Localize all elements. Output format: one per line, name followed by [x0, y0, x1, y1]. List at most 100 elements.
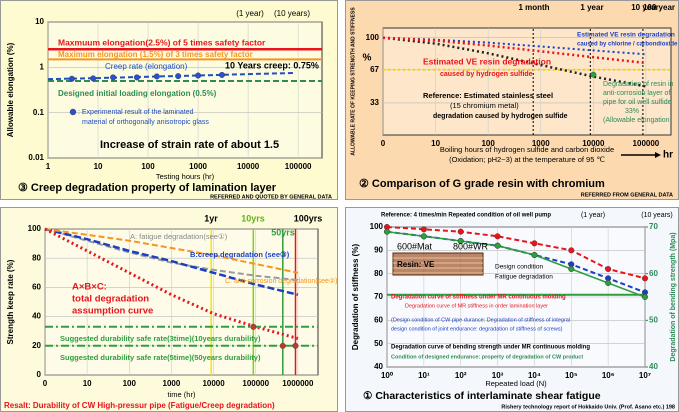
annotation: 1 year: [580, 3, 603, 12]
y-tick-label: 20: [32, 341, 41, 350]
x-tick-label: 0: [381, 139, 386, 148]
y-tick-label: 100: [370, 222, 384, 231]
data-point: [110, 75, 116, 81]
annotation: Suggested durability safe rate(3time)(10…: [60, 334, 261, 343]
data-point: [280, 343, 286, 349]
y-axis-unit: %: [363, 53, 372, 64]
data-point: [495, 243, 501, 249]
annotation: 10 Years creep: 0.75%: [225, 60, 319, 70]
x-axis-unit: hr: [663, 150, 673, 161]
x-tick-label: 100000: [242, 379, 269, 388]
annotation: degradation caused by hydrogen sulfide: [433, 113, 568, 120]
chart-title: ② Comparison of G grade resin with chrom…: [359, 178, 605, 190]
data-point: [605, 280, 611, 286]
annotation: caused by hydrogen sulfide: [440, 71, 533, 78]
data-point: [495, 234, 501, 240]
x-tick-label: 10⁷: [639, 371, 651, 380]
annotation: design condition of joint endurance: deg…: [391, 326, 563, 332]
x-tick-label: 1: [46, 162, 51, 171]
data-point: [293, 343, 299, 349]
annotation: Degradation curve of stiffness under MR …: [391, 295, 566, 301]
y2-tick-label: 60: [649, 269, 658, 278]
x-tick-label: 1000000: [282, 379, 314, 388]
annotation: material of orthogonally anisotropic gla…: [82, 119, 209, 126]
y-tick-label: 0.01: [28, 153, 44, 162]
annotation: assumption curve: [72, 306, 153, 317]
y-tick-label: 90: [374, 245, 383, 254]
annotation: Maxmuum elongation(2.5%) of 5 times safe…: [58, 37, 266, 47]
data-point: [251, 324, 257, 330]
x-axis-label: Repeated load (N): [485, 379, 547, 388]
y-tick-label: 80: [32, 253, 41, 262]
annotation: caused by chlorine / carbondioxide: [577, 42, 678, 48]
x-tick-label: 10: [94, 162, 103, 171]
annotation: (Design condition of CW pipe durance: De…: [391, 317, 570, 323]
annotation: 1yr: [204, 213, 218, 223]
annotation: A: fatigue degradation(see①): [130, 232, 228, 241]
annotation: Estimated VE resin degradation: [423, 56, 551, 66]
footer: Rishery technology report of Hokkaido Un…: [501, 404, 675, 410]
data-point: [421, 234, 427, 240]
data-point: [642, 294, 648, 300]
x-tick-label: 10: [83, 379, 92, 388]
annotation: Degradation curve of bending strength un…: [391, 345, 590, 351]
annotation: Degradation curve of MR stiffness in ord…: [405, 303, 548, 309]
x-axis-label: Testing hours (hr): [156, 172, 215, 181]
chart-collage: 1010.10.01110100100010000100000(1 year)(…: [0, 0, 679, 412]
y-tick-label: 0.1: [33, 108, 45, 117]
annotation: C: anti-corrosion degradation(see②): [225, 277, 338, 285]
annotation: Maximum elongation (1.5%) of 3 times saf…: [58, 50, 253, 59]
annotation: 100 year: [643, 3, 675, 12]
data-point: [642, 276, 648, 282]
annotation: Reference: Estimated stainless steel: [423, 91, 553, 100]
data-point: [134, 75, 140, 81]
footer: Resalt: Durability of CW High-pressur pi…: [4, 401, 275, 410]
y-tick-label: 100: [28, 224, 42, 233]
annotation: 600#Mat: [397, 241, 433, 251]
annotation: Degradation of resin in: [603, 81, 674, 88]
source-note: REFERRED FROM GENERAL DATA: [581, 192, 673, 198]
annotation: A×B×C:: [72, 282, 107, 293]
annotation: (Allowable elongation: [603, 117, 670, 124]
annotation: (10 years): [274, 9, 310, 18]
annotation: 1 month: [518, 3, 549, 12]
chart-title: ③ Creep degradation property of laminati…: [18, 182, 277, 194]
x-tick-label: 10⁶: [602, 371, 615, 380]
annotation: Estimated VE resin degradation: [577, 32, 675, 39]
y-tick-label: 70: [374, 292, 383, 301]
x-tick-label: 100000: [285, 162, 312, 171]
y-axis-label: Allowable elongation (%): [6, 42, 15, 137]
annotation: : Experimental result of the laminated: [78, 109, 194, 116]
x-tick-label: 10²: [455, 371, 467, 380]
x-tick-label: 10¹: [418, 371, 430, 380]
y-tick-label: 10: [35, 17, 44, 26]
annotation: anti-corrosion layer of: [603, 90, 670, 97]
y-axis-label: ALLOWABLE RATE OF KEEPING STRENGTH AND S…: [350, 7, 356, 156]
annotation: 100yrs: [294, 213, 323, 223]
y-tick-label: 80: [374, 269, 383, 278]
annotation: 800#WR: [453, 241, 489, 251]
x-tick-label: 1000: [163, 379, 181, 388]
annotation: Suggested durability safe rate(5time)(50…: [60, 353, 261, 362]
data-point: [175, 73, 181, 79]
x-axis-label: (Oxidation; pH2~3) at the temperature of…: [449, 155, 605, 164]
annotation: Condition of designed endurance: propert…: [391, 354, 583, 360]
annotation: (10 years): [641, 212, 673, 219]
data-point: [195, 73, 201, 79]
x-tick-label: 100: [141, 162, 155, 171]
annotation: 33%: [625, 108, 639, 115]
y-tick-label: 100: [366, 33, 380, 42]
y-tick-label: 33: [370, 98, 379, 107]
y-tick-label: 60: [374, 315, 383, 324]
data-point: [532, 241, 538, 247]
data-point: [421, 227, 427, 233]
chart-title: ① Characteristics of interlaminate shear…: [363, 390, 601, 402]
y-axis-label: Strength keep rate (%): [6, 259, 15, 344]
data-point: [458, 229, 464, 235]
y-tick-label: 60: [32, 283, 41, 292]
y-axis-label: Degradation of stiffness (%): [351, 244, 360, 351]
source-note: REFERRED AND QUOTED BY GENERAL DATA: [210, 194, 332, 200]
annotation: total degradation: [72, 294, 149, 305]
annotation: (1 year): [581, 212, 605, 219]
annotation: B:creep degradation (see③): [190, 250, 290, 259]
